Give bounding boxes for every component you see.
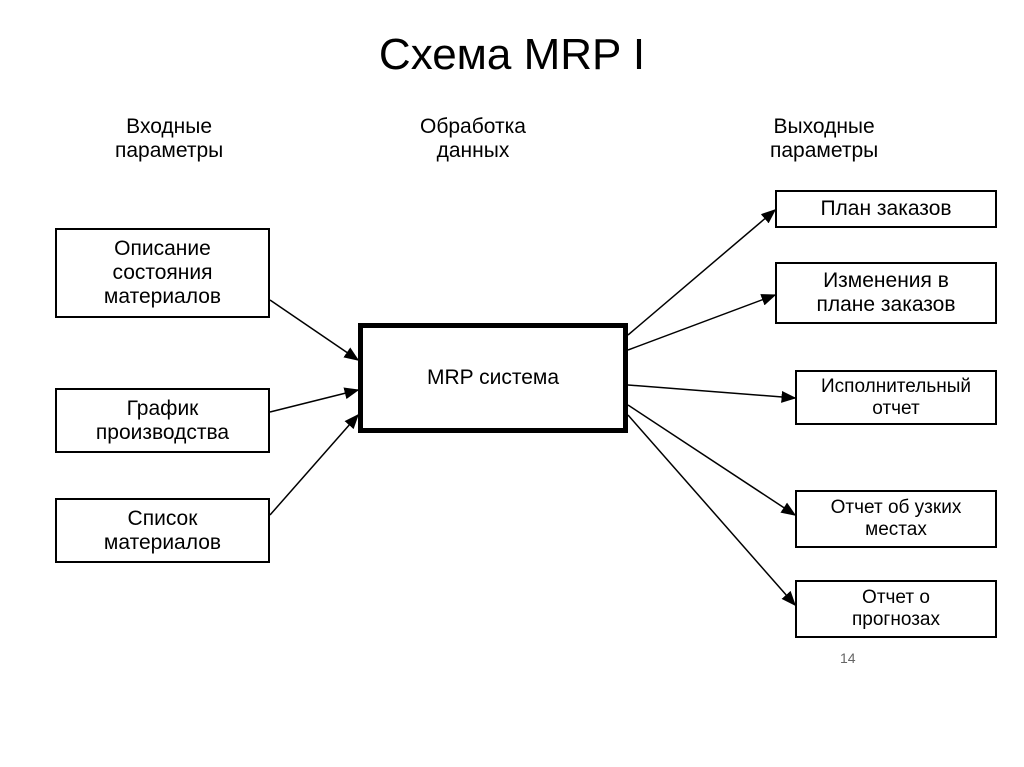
input-node-1: График производства xyxy=(55,388,270,453)
header-process: Обработка данных xyxy=(420,115,526,163)
output-node-4: Отчет о прогнозах xyxy=(795,580,997,638)
header-output: Выходные параметры xyxy=(770,115,878,163)
diagram-title: Схема MRP I xyxy=(0,30,1024,80)
output-node-1: Изменения в плане заказов xyxy=(775,262,997,324)
edge-0 xyxy=(270,300,358,360)
center-node: MRP система xyxy=(358,323,628,433)
input-node-0: Описание состояния материалов xyxy=(55,228,270,318)
output-node-2: Исполнительный отчет xyxy=(795,370,997,425)
page-number: 14 xyxy=(840,650,856,666)
header-input: Входные параметры xyxy=(115,115,223,163)
edge-6 xyxy=(628,405,795,515)
edge-4 xyxy=(628,295,775,350)
edge-7 xyxy=(628,415,795,605)
edge-3 xyxy=(628,210,775,335)
edge-1 xyxy=(270,390,358,412)
input-node-2: Список материалов xyxy=(55,498,270,563)
edge-5 xyxy=(628,385,795,398)
edge-2 xyxy=(270,415,358,515)
output-node-3: Отчет об узких местах xyxy=(795,490,997,548)
output-node-0: План заказов xyxy=(775,190,997,228)
